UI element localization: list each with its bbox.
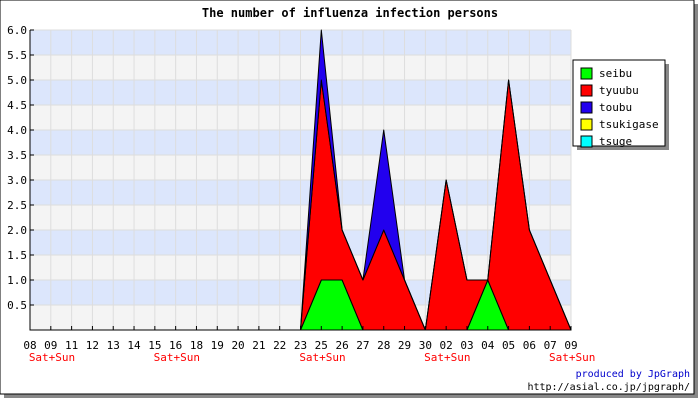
legend-swatch-toubu	[580, 101, 593, 114]
legend-label-toubu: toubu	[599, 101, 632, 114]
legend-swatch-seibu	[580, 67, 593, 80]
x-tick-label: 30	[419, 339, 432, 352]
x-tick-label: 04	[481, 339, 495, 352]
x-tick-label: 21	[252, 339, 265, 352]
legend-label-tsuge: tsuge	[599, 135, 632, 148]
legend-swatch-tsukigase	[580, 118, 593, 131]
x-tick-label: 02	[440, 339, 453, 352]
weekend-label: Sat+Sun	[29, 351, 75, 364]
x-axis-ticks: 08 09 11 12 13 14 15 16 18 19 20 21 22 23 25 26 27 28 29 30…	[23, 326, 595, 364]
x-tick-label: 26	[335, 339, 348, 352]
x-tick-label: 27	[356, 339, 369, 352]
x-tick-label: 22	[273, 339, 286, 352]
weekend-label: Sat+Sun	[154, 351, 200, 364]
y-tick-label: 2.0	[7, 224, 27, 237]
x-tick-label: 03	[460, 339, 473, 352]
weekend-label: Sat+Sun	[424, 351, 470, 364]
weekend-label: Sat+Sun	[549, 351, 595, 364]
legend: seibu tyuubu toubu tsukigase tsuge	[572, 59, 669, 150]
x-tick-label: 12	[86, 339, 99, 352]
y-tick-label: 3.5	[7, 149, 27, 162]
chart-title: The number of influenza infection person…	[202, 6, 498, 20]
credit-url: http://asial.co.jp/jpgraph/	[527, 382, 690, 393]
x-tick-label: 28	[377, 339, 390, 352]
x-tick-label: 29	[398, 339, 411, 352]
legend-label-tsukigase: tsukigase	[599, 118, 659, 131]
legend-label-tyuubu: tyuubu	[599, 84, 639, 97]
x-tick-label: 13	[107, 339, 120, 352]
x-tick-label: 20	[231, 339, 244, 352]
y-tick-label: 2.5	[7, 199, 27, 212]
x-tick-label: 07	[544, 339, 557, 352]
y-tick-label: 1.5	[7, 249, 27, 262]
x-tick-label: 09	[44, 339, 57, 352]
y-tick-label: 3.0	[7, 174, 27, 187]
y-tick-label: 5.5	[7, 49, 27, 62]
x-tick-label: 09	[564, 339, 577, 352]
x-tick-label: 16	[169, 339, 182, 352]
y-tick-label: 4.5	[7, 99, 27, 112]
y-tick-label: 4.0	[7, 124, 27, 137]
weekend-label: Sat+Sun	[299, 351, 345, 364]
y-tick-label: 6.0	[7, 24, 27, 37]
legend-swatch-tsuge	[580, 135, 593, 148]
x-tick-label: 11	[65, 339, 78, 352]
y-tick-label: 1.0	[7, 274, 27, 287]
x-tick-label: 25	[315, 339, 328, 352]
x-tick-label: 23	[294, 339, 307, 352]
x-tick-label: 08	[23, 339, 36, 352]
x-tick-label: 15	[148, 339, 161, 352]
legend-swatch-tyuubu	[580, 84, 593, 97]
credit-producer: produced by JpGraph	[576, 369, 690, 380]
y-tick-label: 5.0	[7, 74, 27, 87]
x-tick-label: 14	[127, 339, 141, 352]
x-tick-label: 19	[211, 339, 224, 352]
x-tick-label: 05	[502, 339, 515, 352]
y-axis-ticks: 6.0 5.5 5.0 4.5 4.0 3.5 3.0 2.5 2.0 1.5 1.0 0.5	[7, 24, 34, 312]
x-tick-label: 18	[190, 339, 203, 352]
x-tick-label: 06	[523, 339, 536, 352]
y-tick-label: 0.5	[7, 299, 27, 312]
legend-label-seibu: seibu	[599, 67, 632, 80]
